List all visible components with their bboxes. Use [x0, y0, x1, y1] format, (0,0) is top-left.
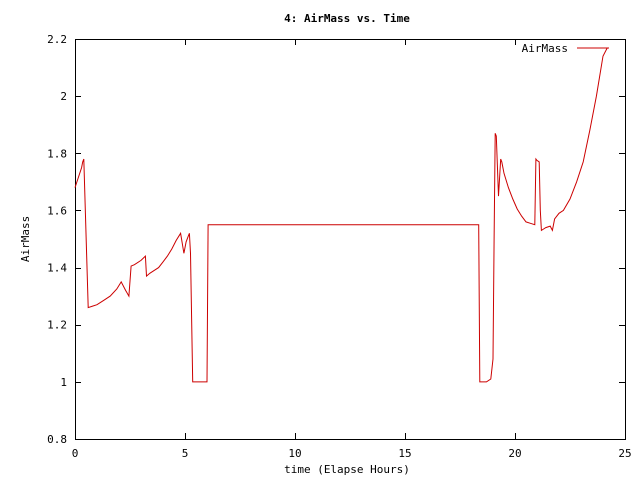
plot-border [75, 39, 626, 440]
x-tick-label: 15 [398, 447, 411, 460]
y-tick-label: 1.4 [47, 262, 67, 275]
x-tick-label: 10 [288, 447, 301, 460]
x-axis-label: time (Elapse Hours) [284, 463, 410, 476]
x-axis: 0 5 10 15 20 25 [72, 39, 632, 460]
y-tick-label: 0.8 [47, 433, 67, 446]
series-layer [74, 47, 608, 383]
x-tick-label: 0 [72, 447, 79, 460]
y-tick-label: 1.6 [47, 204, 67, 217]
chart-title: 4: AirMass vs. Time [284, 12, 410, 25]
legend-label-airmass: AirMass [522, 42, 568, 55]
x-tick-label: 5 [182, 447, 189, 460]
y-tick-label: 2 [60, 90, 67, 103]
x-tick-label: 20 [508, 447, 521, 460]
y-axis-label: AirMass [19, 216, 32, 262]
y-tick-label: 1 [60, 376, 67, 389]
y-tick-label: 2.2 [47, 33, 67, 46]
plot-frame [75, 39, 626, 440]
y-tick-label: 1.8 [47, 147, 67, 160]
x-tick-label: 25 [618, 447, 631, 460]
legend: AirMass [522, 42, 609, 55]
y-tick-label: 1.2 [47, 319, 67, 332]
series-line-airmass [74, 47, 608, 383]
y-axis: 0.8 1 1.2 1.4 1.6 1.8 2 2.2 [47, 33, 625, 446]
